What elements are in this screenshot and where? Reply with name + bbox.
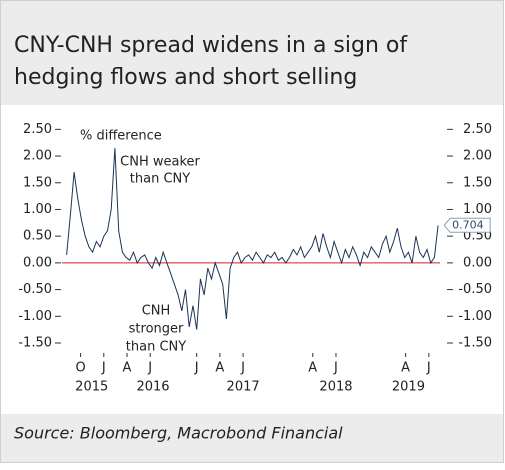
- y2-tick-label: 1.50: [463, 175, 492, 190]
- annotation: % difference: [80, 129, 162, 144]
- y-tick-label: -1.00: [18, 309, 52, 324]
- chart-title: CNY-CNH spread widens in a sign of: [14, 33, 408, 58]
- x-year-label: 2018: [319, 380, 352, 395]
- y2-tick-label: -1.00: [458, 309, 492, 324]
- x-tick-label: J: [240, 361, 245, 376]
- y2-tick-label: 1.00: [463, 202, 492, 217]
- x-tick-label: A: [308, 361, 317, 376]
- y-tick-label: -1.50: [18, 335, 52, 350]
- y-tick-label: 0.00: [23, 255, 52, 270]
- x-tick-label: A: [215, 361, 224, 376]
- annotation: than CNY: [126, 340, 186, 355]
- chart-title: hedging flows and short selling: [14, 65, 357, 90]
- y-tick-label: 0.50: [23, 229, 52, 244]
- line-series: [66, 147, 439, 330]
- last-value-box: [443, 217, 491, 233]
- y2-tick-label: 2.00: [463, 149, 492, 164]
- y-tick-label: 2.00: [23, 149, 52, 164]
- y2-tick-label: 0.00: [463, 255, 492, 270]
- x-tick-label: A: [123, 361, 132, 376]
- annotation: stronger: [129, 322, 184, 337]
- annotation: CNH: [142, 304, 171, 319]
- x-tick-label: O: [75, 361, 85, 376]
- x-year-label: 2015: [75, 380, 108, 395]
- y2-tick-label: 2.50: [463, 122, 492, 137]
- annotation: than CNY: [130, 172, 190, 187]
- x-tick-label: J: [426, 361, 431, 376]
- x-tick-label: J: [333, 361, 338, 376]
- x-tick-label: J: [101, 361, 106, 376]
- y-tick-label: 2.50: [23, 122, 52, 137]
- x-tick-label: J: [194, 361, 199, 376]
- x-tick-label: J: [147, 361, 152, 376]
- x-year-label: 2019: [392, 380, 425, 395]
- x-tick-label: A: [401, 361, 410, 376]
- y-tick-label: 1.50: [23, 175, 52, 190]
- y2-tick-label: -0.50: [458, 282, 492, 297]
- y-tick-label: -0.50: [18, 282, 52, 297]
- source: Source: Bloomberg, Macrobond Financial: [14, 424, 343, 443]
- header-band: [1, 1, 503, 105]
- source-band: [1, 414, 503, 462]
- y2-tick-label: -1.50: [458, 335, 492, 350]
- y-tick-label: 1.00: [23, 202, 52, 217]
- x-year-label: 2017: [227, 380, 260, 395]
- last-value-label: 0.704: [452, 218, 484, 231]
- x-year-label: 2016: [136, 380, 169, 395]
- annotation: CNH weaker: [120, 155, 200, 170]
